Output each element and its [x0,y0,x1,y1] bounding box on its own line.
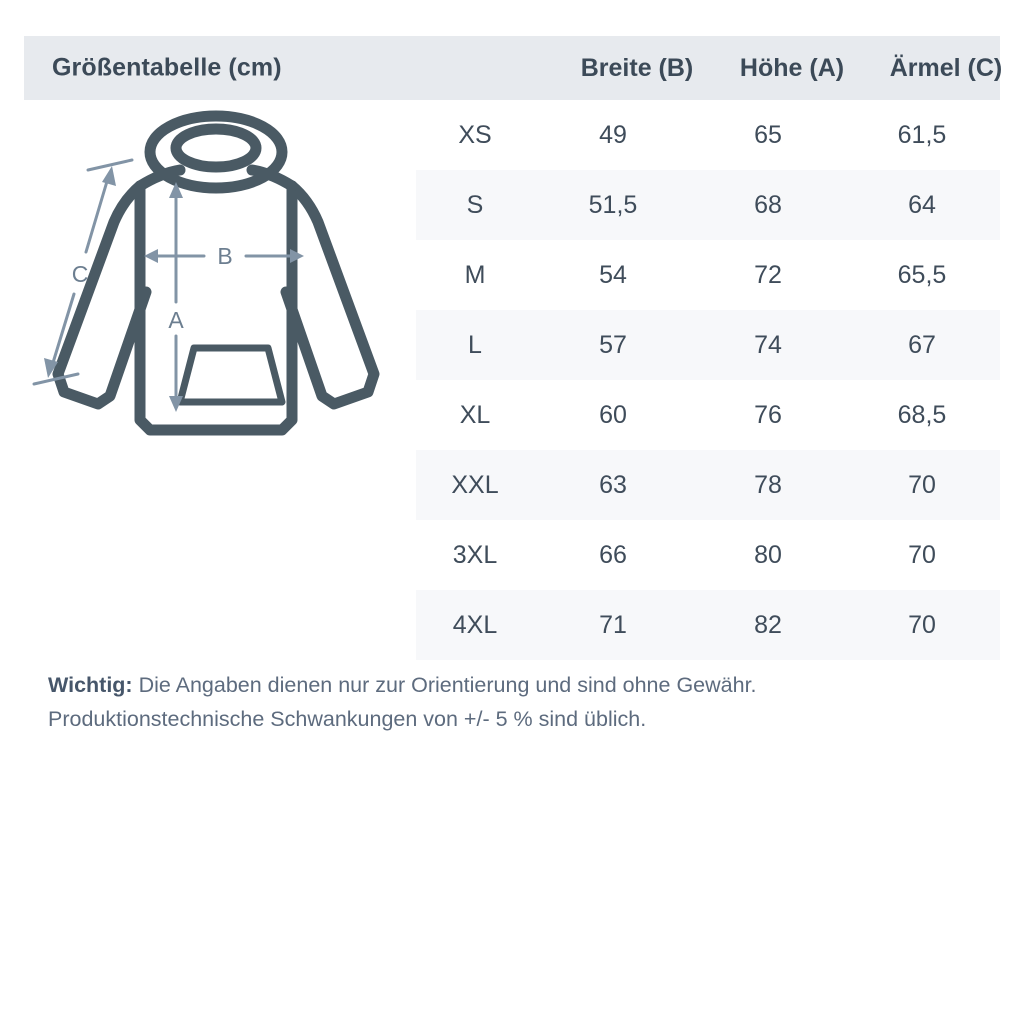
measurement-annotations [32,158,304,412]
cell-aermel: 70 [908,470,936,499]
cell-breite: 60 [599,400,627,429]
footnote-line-2: Produktionstechnische Schwankungen von +… [48,707,647,731]
table-row: M 54 72 65,5 [416,240,1000,310]
page-title: Größentabelle (cm) [52,53,282,82]
cell-hoehe: 74 [754,330,782,359]
measure-label-c: C [72,261,89,287]
cell-breite: 57 [599,330,627,359]
column-header-hoehe: Höhe (A) [739,53,845,82]
cell-size: M [464,260,486,289]
measure-label-b: B [217,243,232,269]
cell-size: L [468,330,482,359]
cell-size: 3XL [452,540,498,569]
cell-aermel: 70 [908,610,936,639]
table-row: 4XL 71 82 70 [416,590,1000,660]
measure-sleeve-arrow-c [32,158,134,386]
cell-hoehe: 65 [754,120,782,149]
cell-size: S [466,190,484,219]
cell-aermel: 70 [908,540,936,569]
cell-size: XS [458,120,492,149]
table-row: XL 60 76 68,5 [416,380,1000,450]
cell-size: XXL [451,470,499,499]
cell-aermel: 61,5 [897,120,947,149]
cell-aermel: 67 [908,330,936,359]
cell-breite: 49 [599,120,627,149]
cell-hoehe: 82 [754,610,782,639]
cell-hoehe: 78 [754,470,782,499]
hoodie-illustration: B A C [24,104,416,464]
table-row: 3XL 66 80 70 [416,520,1000,590]
footnote-label: Wichtig: [48,673,133,697]
table-header-band: Größentabelle (cm) Breite (B) Höhe (A) Ä… [24,36,1002,100]
cell-hoehe: 76 [754,400,782,429]
cell-breite: 63 [599,470,627,499]
footnote-disclaimer: Wichtig: Die Angaben dienen nur zur Orie… [48,668,998,736]
footnote-line-1: Die Angaben dienen nur zur Orientierung … [132,673,757,697]
cell-aermel: 64 [908,190,936,219]
column-header-breite: Breite (B) [580,53,694,82]
size-table-body: XS 49 65 61,5 S 51,5 68 64 M 54 72 65,5 … [416,100,1000,660]
cell-breite: 66 [599,540,627,569]
cell-hoehe: 68 [754,190,782,219]
column-header-aermel: Ärmel (C) [889,53,1003,82]
cell-hoehe: 72 [754,260,782,289]
hoodie-diagram-svg: B A C [32,110,380,436]
cell-aermel: 68,5 [897,400,947,429]
measure-label-a: A [168,307,184,333]
cell-breite: 71 [599,610,627,639]
cell-breite: 51,5 [588,190,638,219]
cell-breite: 54 [599,260,627,289]
table-row: L 57 74 67 [416,310,1000,380]
hoodie-garment-icon [52,110,380,436]
table-row: XXL 63 78 70 [416,450,1000,520]
cell-size: 4XL [452,610,498,639]
cell-aermel: 65,5 [897,260,947,289]
measure-height-arrow-a [169,182,183,412]
column-header-group: Breite (B) Höhe (A) Ärmel (C) [440,36,1024,100]
table-row: S 51,5 68 64 [416,170,1000,240]
cell-hoehe: 80 [754,540,782,569]
cell-size: XL [459,400,491,429]
measure-width-arrow-b [144,249,304,263]
table-row: XS 49 65 61,5 [416,100,1000,170]
